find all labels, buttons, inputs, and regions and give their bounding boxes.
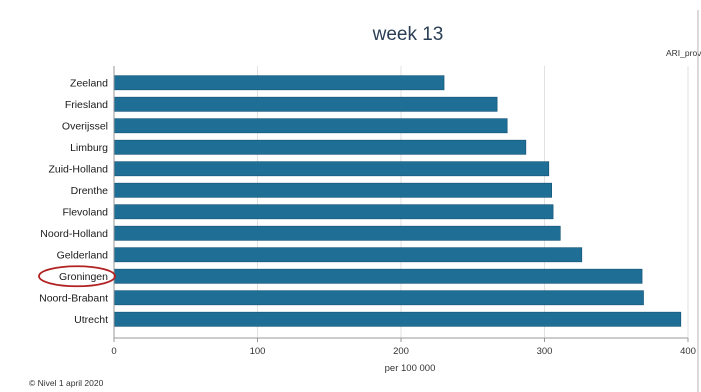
category-label: Zeeland [70,77,108,89]
x-axis: 0 100 200 300 400 [111,66,696,357]
category-label: Utrecht [74,314,108,326]
bar-zeeland [113,75,445,91]
bar-limburg [113,139,527,155]
category-label: Flevoland [62,206,108,218]
bar-noord-brabant [113,290,644,306]
corner-label: ARI_prov [666,48,701,58]
x-tick-label: 0 [111,346,116,357]
category-label: Friesland [65,99,108,111]
category-label: Drenthe [71,185,109,197]
bars [113,75,682,327]
bar-drenthe [113,182,552,198]
bar-overijssel [113,118,508,134]
highlight-circle [38,265,116,288]
category-labels: Zeeland Friesland Overijssel Limburg Zuid-Ho… [39,77,108,326]
bar-utrecht [113,311,682,327]
category-label: Limburg [70,142,108,154]
x-tick-label: 200 [393,346,409,357]
category-label: Gelderland [57,249,109,261]
category-label: Zuid-Holland [48,163,108,175]
bar-gelderland [113,247,583,263]
bar-groningen [113,268,643,284]
x-axis-label: per 100 000 [385,363,436,374]
category-label: Noord-Holland [40,228,108,240]
category-label: Overijssel [62,120,108,132]
category-label: Noord-Brabant [39,292,108,304]
x-tick-label: 400 [680,346,696,357]
bar-friesland [113,96,498,112]
category-label: Groningen [59,271,108,283]
source-credit: © Nivel 1 april 2020 [29,378,104,388]
chart-title: week 13 [372,24,444,45]
bar-flevoland [113,204,554,220]
bar-noord-holland [113,225,561,241]
bar-zuid-holland [113,161,550,177]
x-tick-label: 100 [250,346,266,357]
x-tick-label: 300 [537,346,553,357]
